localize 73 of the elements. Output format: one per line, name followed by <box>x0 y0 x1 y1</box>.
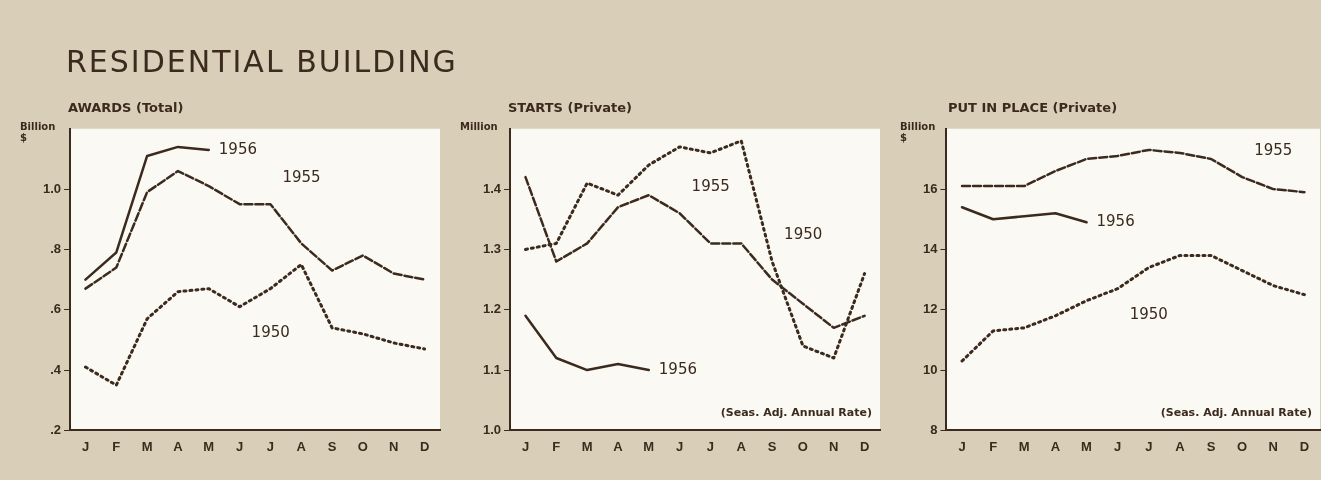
x-tick-label: J <box>1114 438 1122 454</box>
x-tick-label: S <box>1206 438 1216 454</box>
x-tick-label: A <box>613 438 624 454</box>
x-tick-label: A <box>1175 438 1186 454</box>
chart-subtitle: AWARDS (Total) <box>68 100 184 115</box>
x-tick-label: N <box>389 438 399 454</box>
x-tick-label: A <box>1050 438 1061 454</box>
series-label: 1956 <box>658 359 697 378</box>
x-tick-label: J <box>266 438 275 454</box>
x-tick-label: A <box>296 438 307 454</box>
y-tick-label: 16 <box>922 180 938 196</box>
x-tick-label: S <box>327 438 337 454</box>
y-tick-label: 1.0 <box>482 421 502 437</box>
y-tick-label: 12 <box>922 301 938 317</box>
y-tick-label: 14 <box>922 241 939 257</box>
x-tick-label: J <box>706 438 715 454</box>
x-tick-label: M <box>141 438 153 454</box>
x-tick-label: O <box>357 438 368 454</box>
y-tick-label: 1.3 <box>482 241 502 257</box>
y-axis-title: Billion $ <box>900 121 936 144</box>
y-tick-label: 1.1 <box>482 361 502 377</box>
y-tick-label: 8 <box>930 421 938 437</box>
x-tick-label: J <box>1145 438 1153 454</box>
x-tick-label: J <box>236 438 244 454</box>
y-tick-label: .4 <box>50 361 62 377</box>
x-tick-label: F <box>112 438 121 454</box>
y-axis-title: Billion $ <box>20 121 56 144</box>
x-tick-label: M <box>1081 438 1092 454</box>
series-label: 1950 <box>1129 304 1168 323</box>
x-tick-label: F <box>989 438 998 454</box>
y-tick-label: .2 <box>50 421 62 437</box>
y-tick-label: 1.4 <box>482 180 502 196</box>
line-series <box>960 253 1306 363</box>
series-label: 1955 <box>1254 140 1293 159</box>
x-tick-label: D <box>419 438 430 454</box>
x-tick-label: D <box>859 438 870 454</box>
series-label: 1956 <box>1096 212 1135 231</box>
series-label: 1955 <box>282 168 321 187</box>
x-tick-label: O <box>1237 438 1248 454</box>
series-label: 1955 <box>691 177 730 196</box>
annotation: (Seas. Adj. Annual Rate) <box>1160 405 1312 419</box>
x-tick-label: D <box>1299 438 1310 454</box>
x-tick-label: M <box>203 438 215 454</box>
line-series <box>84 169 426 290</box>
x-tick-label: J <box>81 438 90 454</box>
x-tick-label: A <box>173 438 184 454</box>
x-tick-label: N <box>1268 438 1278 454</box>
x-tick-label: M <box>581 438 593 454</box>
line-series <box>523 139 867 360</box>
series-label: 1950 <box>784 225 823 244</box>
x-tick-label: S <box>767 438 777 454</box>
line-series <box>83 263 427 387</box>
x-tick-label: N <box>829 438 839 454</box>
y-axis-title: Million <box>460 121 498 133</box>
y-tick-label: 10 <box>922 361 938 377</box>
chart-subtitle: PUT IN PLACE (Private) <box>948 100 1118 115</box>
x-tick-label: J <box>676 438 684 454</box>
chart-title: RESIDENTIAL BUILDING <box>66 44 458 79</box>
series-label: 1956 <box>218 139 257 158</box>
y-tick-label: .8 <box>50 241 62 257</box>
chart-subtitle: STARTS (Private) <box>508 100 633 115</box>
series-label: 1950 <box>251 322 290 341</box>
y-tick-label: 1.2 <box>482 301 502 317</box>
x-tick-label: M <box>643 438 655 454</box>
x-tick-label: M <box>1018 438 1030 454</box>
annotation: (Seas. Adj. Annual Rate) <box>720 405 872 419</box>
x-tick-label: A <box>736 438 747 454</box>
x-tick-label: F <box>552 438 561 454</box>
y-tick-label: .6 <box>50 301 62 317</box>
x-tick-label: J <box>958 438 966 454</box>
x-tick-label: J <box>521 438 530 454</box>
y-tick-label: 1.0 <box>42 180 62 196</box>
x-tick-label: O <box>797 438 808 454</box>
